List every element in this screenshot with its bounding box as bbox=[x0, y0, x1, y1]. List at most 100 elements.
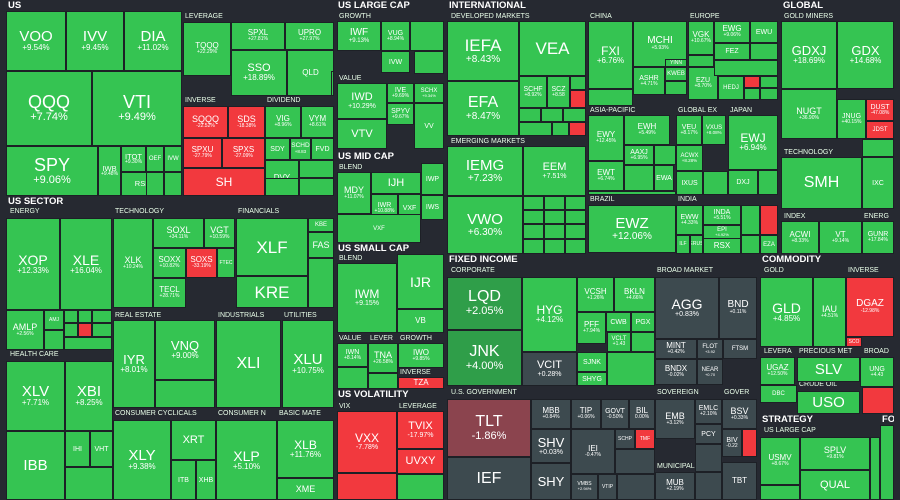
tile-hedj[interactable]: HEDJ bbox=[718, 76, 744, 100]
minor-etf-cell[interactable] bbox=[164, 172, 182, 196]
minor-etf-cell[interactable] bbox=[880, 425, 894, 500]
tile-govt[interactable]: GOVT -0.50% bbox=[601, 399, 629, 429]
minor-etf-cell[interactable] bbox=[544, 224, 565, 239]
tile-gld[interactable]: GLD +4.85% bbox=[760, 277, 813, 347]
minor-etf-cell[interactable] bbox=[64, 337, 112, 350]
tile-schx[interactable]: SCHX +9.34% bbox=[414, 83, 444, 103]
tile-iemg[interactable]: IEMG +7.23% bbox=[447, 146, 523, 196]
tile-ewg[interactable]: EWG +9.06% bbox=[714, 21, 750, 43]
minor-etf-cell[interactable] bbox=[760, 76, 778, 88]
tile-vwo[interactable]: VWO +6.30% bbox=[447, 196, 523, 254]
minor-etf-cell[interactable] bbox=[44, 330, 64, 350]
tile-ezu[interactable]: EZU +8.70% bbox=[688, 67, 718, 100]
tile-vxus[interactable]: VXUS +8.08% bbox=[702, 115, 726, 145]
tile-ftec[interactable]: FTEC bbox=[217, 248, 235, 278]
tile-eza[interactable]: EZA bbox=[760, 235, 778, 254]
minor-etf-cell[interactable] bbox=[544, 239, 565, 254]
tile-ung[interactable]: UNG +4.43 bbox=[860, 357, 894, 387]
tile-erus[interactable]: ERUS bbox=[690, 235, 703, 254]
tile-xop[interactable]: XOP +12.33% bbox=[6, 218, 60, 310]
tile-ivw[interactable]: IVW bbox=[164, 146, 182, 172]
tile-vtv[interactable]: VTV bbox=[337, 119, 387, 149]
tile-near[interactable]: NEAR +0.70 bbox=[697, 359, 723, 385]
tile-iwp[interactable]: IWP bbox=[421, 163, 444, 195]
minor-etf-cell[interactable] bbox=[331, 71, 334, 96]
minor-etf-cell[interactable] bbox=[368, 373, 398, 389]
tile-bnd[interactable]: BND +0.11% bbox=[719, 277, 757, 339]
tile-vclt[interactable]: VCLT +1.43 bbox=[607, 332, 631, 352]
tile-iwo[interactable]: IWO +9.85% bbox=[398, 343, 444, 368]
tile-xli[interactable]: XLI bbox=[216, 320, 281, 408]
tile-sds[interactable]: SDS -18.38% bbox=[228, 106, 265, 138]
minor-etf-cell[interactable] bbox=[565, 210, 586, 224]
tile-xrt[interactable]: XRT bbox=[171, 420, 216, 460]
minor-etf-cell[interactable] bbox=[607, 352, 655, 386]
tile-iwm[interactable]: IWM +9.15% bbox=[337, 263, 397, 333]
tile-sso[interactable]: SSO +18.89% bbox=[231, 50, 287, 96]
tile-vtip[interactable]: VTIP bbox=[598, 474, 617, 500]
tile-kweb[interactable]: KWEB bbox=[665, 67, 687, 81]
minor-etf-cell[interactable] bbox=[155, 380, 215, 408]
tile-tbt[interactable]: TBT bbox=[722, 462, 757, 500]
tile-epi[interactable]: EPI +4.92% bbox=[703, 225, 741, 239]
tile-sh[interactable]: SH bbox=[183, 168, 265, 196]
minor-etf-cell[interactable] bbox=[299, 178, 334, 196]
minor-etf-cell[interactable] bbox=[760, 205, 778, 235]
tile-dgaz[interactable]: DGAZ -12.98% bbox=[846, 277, 894, 337]
minor-etf-cell[interactable] bbox=[523, 239, 544, 254]
minor-etf-cell[interactable] bbox=[265, 178, 299, 196]
minor-etf-cell[interactable] bbox=[410, 21, 444, 51]
tile-efa[interactable]: EFA +8.47% bbox=[447, 81, 519, 136]
minor-etf-cell[interactable] bbox=[624, 165, 654, 191]
minor-etf-cell[interactable] bbox=[519, 108, 541, 122]
tile-mdy[interactable]: MDY +11.07% bbox=[337, 172, 371, 214]
tile-vgk[interactable]: VGK +10.67% bbox=[688, 21, 714, 55]
minor-etf-cell[interactable] bbox=[519, 122, 552, 136]
tile-veu[interactable]: VEU +8.17% bbox=[676, 115, 702, 145]
minor-etf-cell[interactable] bbox=[741, 235, 760, 254]
tile-gunr[interactable]: GUNR +17.84% bbox=[862, 221, 894, 254]
minor-etf-cell[interactable] bbox=[615, 449, 655, 474]
tile-fvd[interactable]: FVD bbox=[311, 138, 334, 160]
tile-xlu[interactable]: XLU +10.75% bbox=[282, 320, 334, 408]
tile-sqqq[interactable]: SQQQ -22.52% bbox=[183, 106, 228, 138]
tile-dbc[interactable]: DBC bbox=[760, 385, 797, 403]
tile-ewu[interactable]: EWU bbox=[750, 21, 778, 43]
minor-etf-cell[interactable] bbox=[541, 108, 563, 122]
minor-etf-cell[interactable] bbox=[695, 444, 722, 472]
tile-tvix[interactable]: TVIX -17.97% bbox=[397, 411, 444, 449]
minor-etf-cell[interactable] bbox=[337, 473, 397, 500]
tile-xbi[interactable]: XBI +8.25% bbox=[65, 361, 113, 431]
tile-qqq[interactable]: QQQ +7.74% bbox=[6, 71, 92, 146]
tile-uso[interactable]: USO bbox=[797, 391, 860, 414]
tile-fez[interactable]: FEZ bbox=[714, 43, 750, 60]
tile-xlp[interactable]: XLP +5.10% bbox=[216, 420, 277, 500]
tile-eww[interactable]: EWW +4.33% bbox=[676, 205, 703, 235]
minor-etf-cell[interactable] bbox=[570, 76, 586, 90]
minor-etf-cell[interactable] bbox=[544, 196, 565, 210]
tile-iwd[interactable]: IWD +10.29% bbox=[337, 83, 387, 119]
tile-iwf[interactable]: IWF +9.13% bbox=[337, 21, 381, 51]
tile-shyg[interactable]: SHYG bbox=[577, 372, 607, 386]
tile-bil[interactable]: BIL 0.00% bbox=[629, 399, 655, 429]
tile-ewy[interactable]: EWY +12.45% bbox=[588, 115, 624, 161]
tile-ewz[interactable]: EWZ +12.06% bbox=[588, 205, 676, 253]
minor-etf-cell[interactable] bbox=[870, 437, 880, 500]
tile-ftsm[interactable]: FTSM bbox=[723, 339, 757, 359]
tile-flot[interactable]: FLOT +3.92 bbox=[697, 339, 723, 359]
minor-etf-cell[interactable] bbox=[588, 191, 676, 195]
tile-pgx[interactable]: PGX bbox=[631, 312, 655, 332]
tile-ixc[interactable]: IXC bbox=[862, 157, 894, 209]
tile-pff[interactable]: PFF +7.94% bbox=[577, 312, 606, 344]
minor-etf-cell[interactable] bbox=[741, 205, 760, 235]
tile-vug[interactable]: VUG +8.94% bbox=[381, 21, 410, 51]
tile-emb[interactable]: EMB +3.12% bbox=[655, 399, 695, 439]
tile-itb[interactable]: ITB bbox=[171, 460, 196, 500]
minor-etf-cell[interactable] bbox=[523, 196, 544, 210]
tile-xme[interactable]: XME bbox=[277, 478, 334, 500]
tile-sjnk[interactable]: SJNK bbox=[577, 352, 607, 372]
tile-yinn[interactable]: YINN bbox=[665, 59, 687, 67]
tile-ief[interactable]: IEF bbox=[447, 457, 531, 500]
minor-etf-cell[interactable] bbox=[397, 474, 444, 500]
tile-xlf[interactable]: XLF bbox=[236, 218, 308, 276]
